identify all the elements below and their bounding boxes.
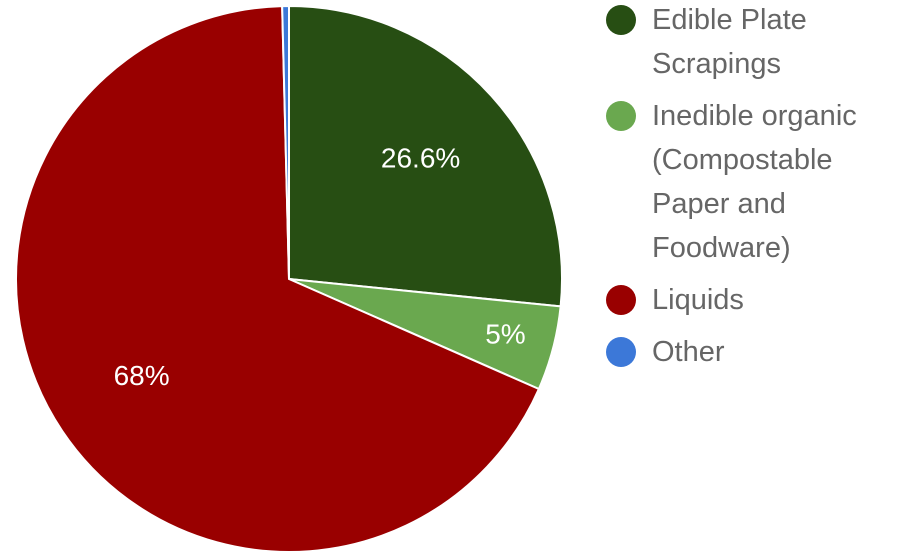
legend-label: Liquids bbox=[652, 284, 744, 316]
pie-slice-other[interactable] bbox=[281, 4, 290, 280]
chart-legend: Edible Plate Scrapings Inedible organic … bbox=[606, 2, 898, 386]
legend-swatch-dot bbox=[606, 5, 636, 35]
legend-label: Other bbox=[652, 336, 725, 368]
legend-label: Inedible organic (Compostable Paper and … bbox=[652, 100, 857, 264]
legend-label: Edible Plate Scrapings bbox=[652, 4, 807, 80]
legend-item-inedible-organic[interactable]: Inedible organic (Compostable Paper and … bbox=[606, 98, 898, 270]
legend-swatch-dot bbox=[606, 101, 636, 131]
pie-slice-liquids[interactable] bbox=[15, 5, 541, 553]
legend-swatch-dot bbox=[606, 337, 636, 367]
pie-slice-label: 5% bbox=[485, 318, 525, 349]
legend-item-liquids[interactable]: Liquids bbox=[606, 282, 898, 322]
legend-swatch-dot bbox=[606, 285, 636, 315]
pie-slice-label: 68% bbox=[114, 360, 170, 391]
legend-item-edible-plate-scrapings[interactable]: Edible Plate Scrapings bbox=[606, 2, 898, 86]
pie-slice-edible-plate-scrapings[interactable] bbox=[288, 4, 563, 308]
legend-item-other[interactable]: Other bbox=[606, 334, 898, 374]
pie-slices bbox=[15, 4, 563, 553]
pie-slice-label: 26.6% bbox=[381, 142, 460, 173]
pie-labels: 26.6% 5% 68% bbox=[114, 142, 526, 391]
